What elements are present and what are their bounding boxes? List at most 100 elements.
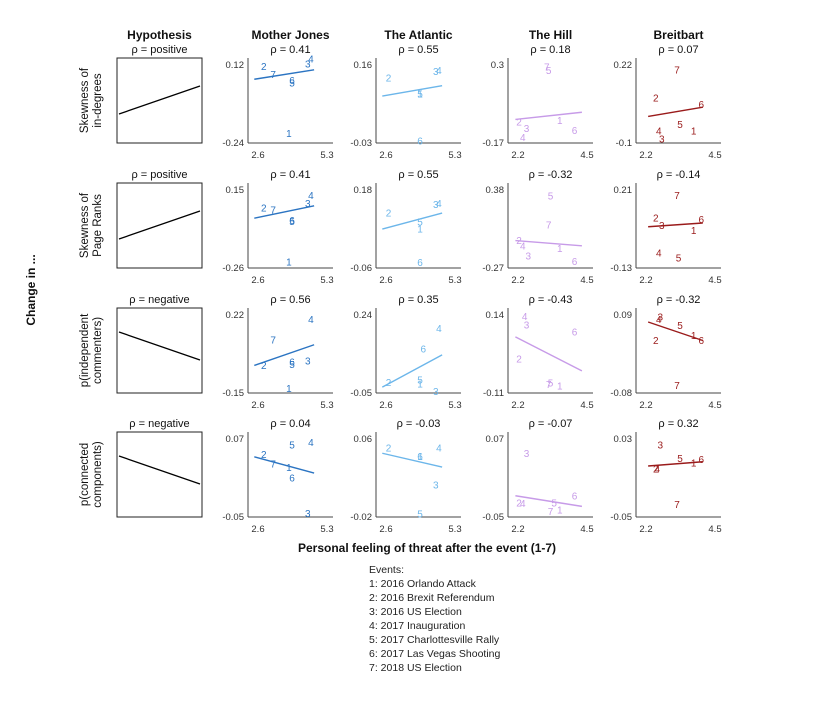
legend-item-5: 5: 2017 Charlottesville Rally <box>369 634 500 646</box>
point-1-the-hill-r3: 1 <box>557 505 563 516</box>
point-1-breitbart-r1: 1 <box>691 226 697 237</box>
point-1-the-hill-r0: 1 <box>557 116 563 127</box>
point-2-breitbart-r3: 2 <box>653 465 659 476</box>
rho-label-breitbart-r0: ρ = 0.07 <box>658 44 698 56</box>
point-7-the-hill-r3: 7 <box>548 507 554 518</box>
column-title-3: The Hill <box>529 28 572 42</box>
point-4-mother-jones-r3: 4 <box>308 438 314 449</box>
point-1-the-hill-r1: 1 <box>557 244 563 255</box>
legend-item-3: 3: 2016 US Election <box>369 606 462 618</box>
row-label-0-line2: in-degrees <box>92 73 104 128</box>
y-tick-bottom-the-atlantic-r3: -0.02 <box>350 512 372 523</box>
point-3-mother-jones-r2: 3 <box>305 356 311 367</box>
point-3-the-atlantic-r2: 3 <box>433 387 439 398</box>
point-6-mother-jones-r0: 6 <box>289 76 295 87</box>
point-4-mother-jones-r0: 4 <box>308 55 314 66</box>
x-tick-left-the-hill-r3: 2.2 <box>511 524 524 535</box>
column-title-1: Mother Jones <box>251 28 329 42</box>
point-2-the-hill-r3: 2 <box>516 498 522 509</box>
point-4-the-hill-r3: 4 <box>520 499 526 510</box>
x-axis-label: Personal feeling of threat after the eve… <box>298 541 556 555</box>
point-7-breitbart-r1: 7 <box>674 191 680 202</box>
y-tick-top-mother-jones-r0: 0.12 <box>226 60 245 71</box>
row-label-1-line1: Skewness of <box>79 192 91 258</box>
point-2-mother-jones-r1: 2 <box>261 203 267 214</box>
fit-line-the-hill-r2 <box>515 336 583 372</box>
x-tick-left-the-atlantic-r1: 2.6 <box>379 275 392 286</box>
point-4-the-atlantic-r1: 4 <box>436 199 442 210</box>
legend-title: Events: <box>369 564 405 576</box>
x-tick-left-the-hill-r2: 2.2 <box>511 400 524 411</box>
point-7-mother-jones-r1: 7 <box>270 205 276 216</box>
point-2-the-hill-r1: 2 <box>516 236 522 247</box>
point-6-the-atlantic-r1: 6 <box>417 258 423 269</box>
point-2-the-hill-r2: 2 <box>516 355 522 366</box>
point-3-breitbart-r1: 3 <box>659 221 665 232</box>
x-tick-right-the-atlantic-r3: 5.3 <box>448 524 461 535</box>
point-7-breitbart-r0: 7 <box>674 65 680 76</box>
point-2-the-atlantic-r2: 2 <box>386 378 392 389</box>
y-tick-bottom-mother-jones-r3: -0.05 <box>222 512 244 523</box>
fit-line-the-hill-r3 <box>515 495 583 508</box>
point-2-mother-jones-r3: 2 <box>261 450 267 461</box>
x-tick-left-the-atlantic-r2: 2.6 <box>379 400 392 411</box>
point-2-mother-jones-r0: 2 <box>261 62 267 73</box>
rho-label-the-atlantic-r2: ρ = 0.35 <box>398 294 438 306</box>
point-1-the-atlantic-r0: 1 <box>417 89 423 100</box>
point-7-the-hill-r0: 7 <box>544 63 550 74</box>
point-3-the-hill-r2: 3 <box>524 321 530 332</box>
hypothesis-rho-3: ρ = negative <box>129 418 189 430</box>
point-7-mother-jones-r3: 7 <box>270 459 276 470</box>
point-4-the-atlantic-r2: 4 <box>436 324 442 335</box>
events-legend: Events: 1: 2016 Orlando Attack 2: 2016 B… <box>369 563 500 675</box>
hypothesis-rho-2: ρ = negative <box>129 294 189 306</box>
point-2-the-atlantic-r3: 2 <box>386 443 392 454</box>
point-5-breitbart-r1: 5 <box>676 254 682 265</box>
y-tick-top-the-hill-r3: 0.07 <box>486 434 505 445</box>
point-5-mother-jones-r3: 5 <box>289 440 295 451</box>
point-5-the-atlantic-r0: 5 <box>417 89 423 100</box>
hypothesis-rho-1: ρ = positive <box>131 169 187 181</box>
x-tick-right-the-hill-r0: 4.5 <box>580 150 593 161</box>
point-6-mother-jones-r1: 6 <box>289 216 295 227</box>
point-4-mother-jones-r1: 4 <box>308 191 314 202</box>
y-tick-bottom-the-atlantic-r1: -0.06 <box>350 263 372 274</box>
point-4-mother-jones-r2: 4 <box>308 315 314 326</box>
y-tick-top-breitbart-r2: 0.09 <box>614 310 633 321</box>
point-6-breitbart-r1: 6 <box>698 215 704 226</box>
fit-line-breitbart-r1 <box>648 222 703 228</box>
point-7-breitbart-r3: 7 <box>674 500 680 511</box>
point-4-breitbart-r0: 4 <box>656 127 662 138</box>
legend-item-7: 7: 2018 US Election <box>369 662 462 674</box>
fit-line-the-hill-r1 <box>515 239 582 247</box>
rho-label-mother-jones-r2: ρ = 0.56 <box>270 294 310 306</box>
hypothesis-panel-1 <box>116 182 203 269</box>
fit-line-breitbart-r3 <box>648 461 703 467</box>
point-5-the-atlantic-r2: 5 <box>417 375 423 386</box>
hypothesis-line-3 <box>118 455 201 485</box>
point-2-the-atlantic-r1: 2 <box>386 209 392 220</box>
point-5-the-hill-r0: 5 <box>546 66 552 77</box>
x-tick-left-breitbart-r1: 2.2 <box>639 275 652 286</box>
fit-line-the-hill-r0 <box>515 111 582 121</box>
point-6-the-atlantic-r3: 6 <box>417 452 423 463</box>
point-2-the-atlantic-r0: 2 <box>386 74 392 85</box>
fit-line-the-atlantic-r3 <box>382 452 443 468</box>
hypothesis-panel-2 <box>116 307 203 394</box>
rho-label-the-atlantic-r0: ρ = 0.55 <box>398 44 438 56</box>
fit-line-mother-jones-r0 <box>254 69 315 80</box>
point-4-breitbart-r1: 4 <box>656 249 662 260</box>
point-5-breitbart-r3: 5 <box>677 454 683 465</box>
point-1-mother-jones-r3: 1 <box>286 463 292 474</box>
x-tick-left-the-hill-r0: 2.2 <box>511 150 524 161</box>
point-6-the-hill-r3: 6 <box>572 491 578 502</box>
hypothesis-line-0 <box>118 85 201 115</box>
point-5-mother-jones-r2: 5 <box>289 360 295 371</box>
point-2-breitbart-r0: 2 <box>653 93 659 104</box>
x-tick-right-mother-jones-r3: 5.3 <box>320 524 333 535</box>
y-tick-bottom-the-hill-r0: -0.17 <box>482 138 504 149</box>
point-3-the-atlantic-r3: 3 <box>433 481 439 492</box>
y-tick-bottom-mother-jones-r2: -0.15 <box>222 388 244 399</box>
point-2-the-hill-r0: 2 <box>516 118 522 129</box>
